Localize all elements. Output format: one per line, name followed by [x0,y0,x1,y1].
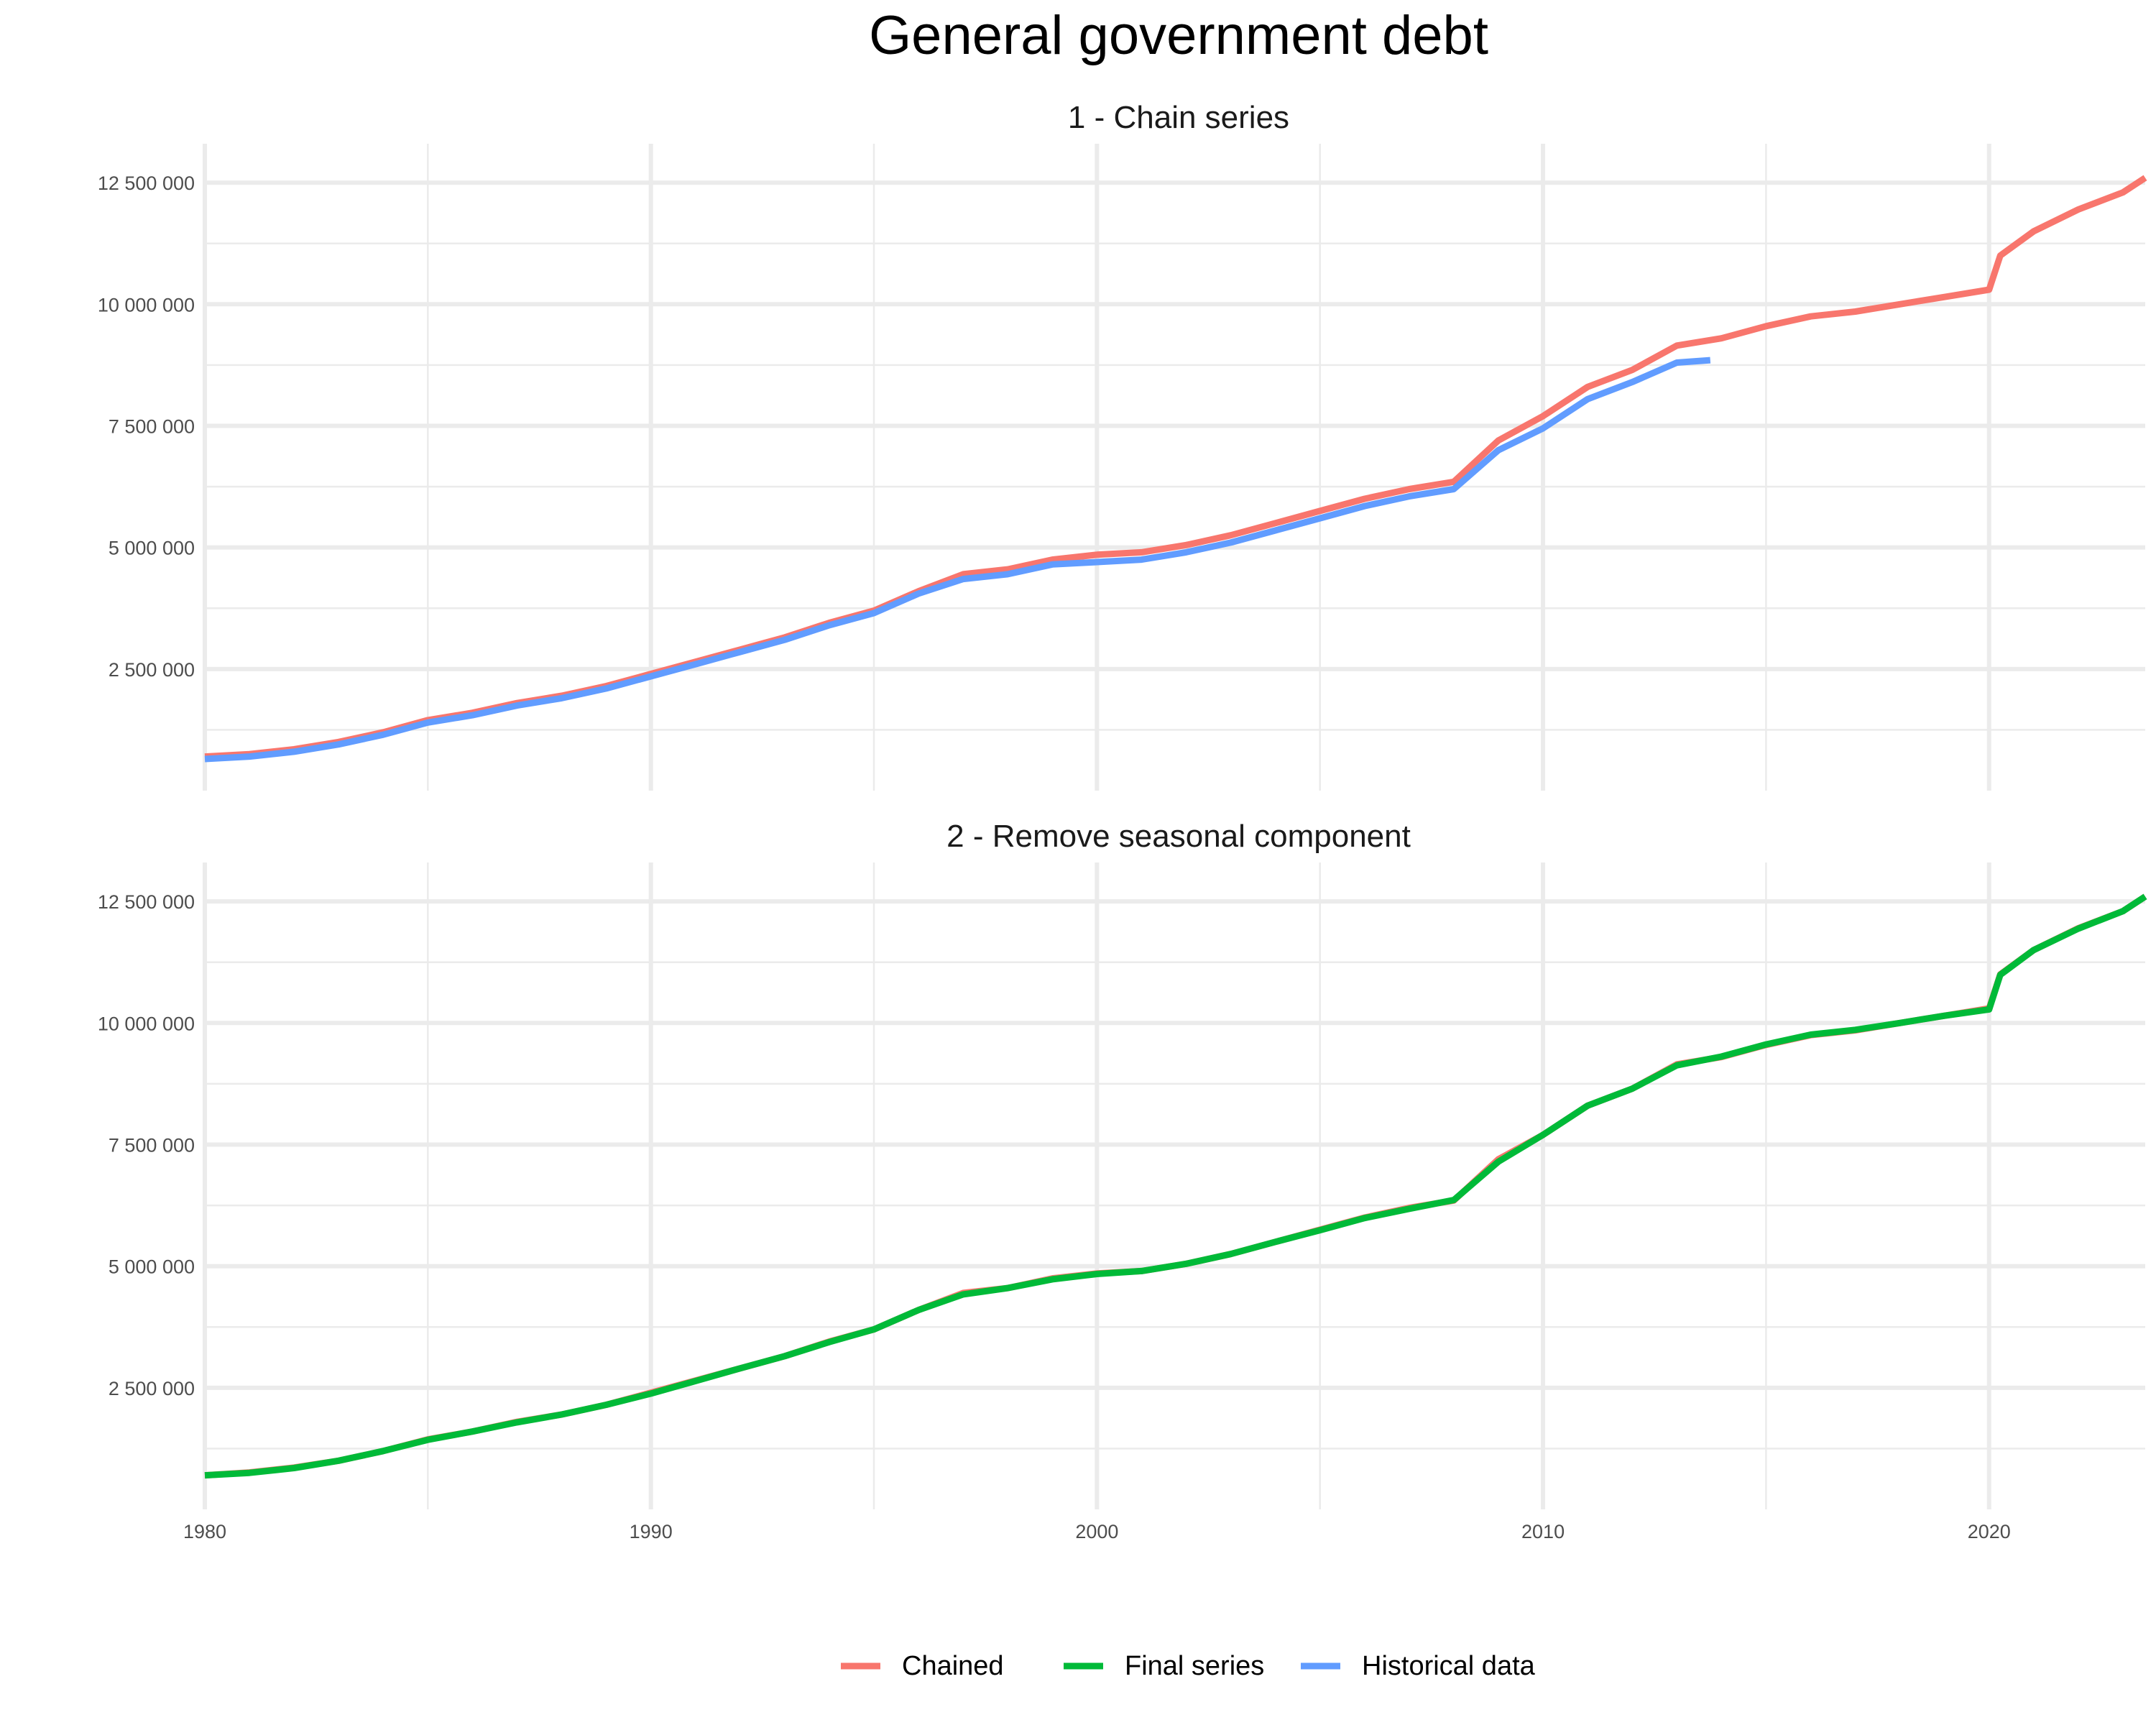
legend: Chained Final series Historical data [841,1651,1536,1681]
x-tick-label: 2020 [1968,1521,2011,1542]
y-tick-label: 7 500 000 [109,1134,195,1156]
y-tick-label: 12 500 000 [98,172,195,194]
y-tick-label: 2 500 000 [109,659,195,681]
y-tick-label: 10 000 000 [98,1013,195,1034]
series-line-historical-data [204,356,1711,763]
y-tick-label: 12 500 000 [98,891,195,913]
legend-label-final-series: Final series [1125,1651,1264,1681]
x-tick-label: 1980 [183,1521,226,1542]
panel-2: 2 500 000 5 000 000 7 500 000 10 000 000 12 … [98,862,2147,1542]
x-tick-label: 2010 [1521,1521,1565,1542]
chart-title: General government debt [869,5,1488,66]
panel-2-title: 2 - Remove seasonal component [946,819,1411,854]
legend-label-historical-data: Historical data [1362,1651,1536,1681]
y-tick-label: 5 000 000 [109,1256,195,1278]
x-tick-label: 1990 [630,1521,673,1542]
panel-1: 2 500 000 5 000 000 7 500 000 10 000 000 12 … [98,144,2147,791]
x-tick-label: 2000 [1075,1521,1118,1542]
y-tick-label: 10 000 000 [98,294,195,316]
y-tick-label: 5 000 000 [109,538,195,559]
panel-1-title: 1 - Chain series [1068,100,1289,135]
legend-label-chained: Chained [902,1651,1004,1681]
y-tick-label: 7 500 000 [109,415,195,437]
y-tick-label: 2 500 000 [109,1378,195,1399]
series-line-final-series [204,893,2147,1479]
